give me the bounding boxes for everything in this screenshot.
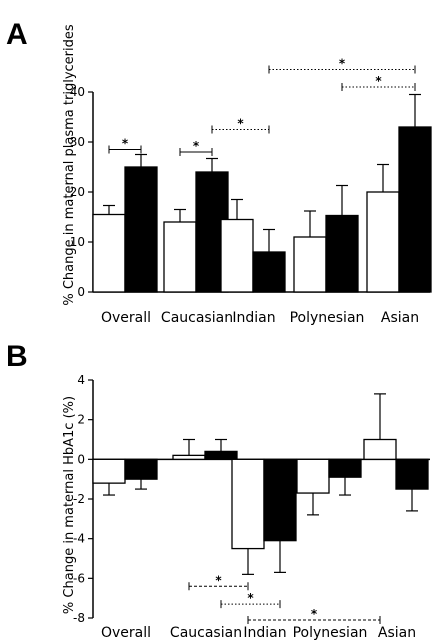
y-tick-label: 30 bbox=[70, 135, 85, 149]
significance-star: * bbox=[122, 137, 129, 151]
bar-polynesian-black bbox=[328, 458, 362, 478]
panel-a-category-labels: Overall Caucasian Indian Polynesian Asian bbox=[101, 310, 419, 326]
panel-b-significance: * * * bbox=[188, 573, 381, 624]
category-label-polynesian: Polynesian bbox=[290, 310, 365, 326]
panel-b-category-labels: Overall Caucasian Indian Polynesian Asian bbox=[101, 625, 416, 640]
significance-star: * bbox=[215, 573, 222, 587]
y-tick-label: 40 bbox=[70, 85, 85, 99]
bar-polynesian-white bbox=[293, 236, 327, 293]
panel-a-bars bbox=[92, 126, 432, 293]
panel-a-y-ticks: 0 10 20 30 40 bbox=[70, 85, 93, 299]
bar-overall-black bbox=[124, 458, 158, 480]
y-tick-label: -2 bbox=[73, 492, 85, 506]
category-label-overall: Overall bbox=[101, 310, 151, 326]
bar-asian-black bbox=[395, 458, 429, 490]
bar-caucasian-white bbox=[163, 221, 197, 293]
panel-letter-b: B bbox=[6, 340, 28, 373]
panel-a-error-bars bbox=[103, 93, 421, 252]
y-tick-label: 20 bbox=[70, 185, 85, 199]
panel-b-bars bbox=[92, 438, 429, 550]
significance-star: * bbox=[247, 591, 254, 605]
panel-b-error-bars bbox=[103, 393, 418, 575]
panel-b-y-ticks: -8 -6 -4 -2 0 2 4 bbox=[73, 373, 93, 625]
bar-indian-white bbox=[220, 218, 254, 293]
y-tick-label: -8 bbox=[73, 611, 85, 625]
significance-star: * bbox=[311, 607, 318, 621]
significance-star: * bbox=[375, 74, 382, 88]
bar-asian-white bbox=[366, 191, 400, 293]
bar-asian-black bbox=[398, 126, 432, 293]
significance-star: * bbox=[237, 117, 244, 131]
bar-overall-black bbox=[124, 166, 158, 293]
bar-overall-white bbox=[92, 458, 126, 484]
panel-b-y-axis-title: % Change in maternal HbA1c (%) bbox=[62, 396, 77, 614]
y-tick-label: 10 bbox=[70, 235, 85, 249]
category-label-caucasian: Caucasian bbox=[161, 310, 233, 326]
panel-letter-a: A bbox=[6, 18, 28, 51]
category-label-indian: Indian bbox=[232, 310, 275, 326]
category-label-overall: Overall bbox=[101, 625, 151, 640]
y-tick-label: 2 bbox=[77, 413, 85, 427]
category-label-asian: Asian bbox=[381, 310, 419, 326]
category-label-polynesian: Polynesian bbox=[293, 625, 368, 640]
panel-a-y-axis-title: % Change in maternal plasma triglyceride… bbox=[62, 24, 77, 305]
bar-caucasian-white bbox=[172, 454, 206, 460]
y-tick-label: -4 bbox=[73, 532, 85, 546]
significance-star: * bbox=[339, 57, 346, 71]
bar-indian-black bbox=[263, 458, 297, 542]
panel-b: B -8 -6 -4 -2 0 2 4 * * * Overall Caucasian Indian… bbox=[6, 340, 430, 640]
bar-asian-white bbox=[363, 438, 397, 460]
bar-indian-white bbox=[231, 458, 265, 550]
category-label-caucasian: Caucasian bbox=[170, 625, 242, 640]
category-label-indian: Indian bbox=[243, 625, 286, 640]
y-tick-label: 4 bbox=[77, 373, 85, 387]
significance-star: * bbox=[193, 139, 200, 153]
y-tick-label: 0 bbox=[77, 452, 85, 466]
bar-overall-white bbox=[92, 213, 126, 293]
bar-polynesian-white bbox=[296, 458, 330, 494]
panel-a: A 0 10 20 30 40 * * * * * Overall Caucasian Indian… bbox=[6, 18, 432, 326]
panel-a-significance: * * * * * bbox=[108, 57, 416, 156]
bar-indian-black bbox=[252, 251, 286, 293]
y-tick-label: -6 bbox=[73, 571, 85, 585]
y-tick-label: 0 bbox=[77, 285, 85, 299]
category-label-asian: Asian bbox=[378, 625, 416, 640]
bar-caucasian-black bbox=[204, 450, 238, 460]
bar-polynesian-black bbox=[325, 214, 359, 293]
